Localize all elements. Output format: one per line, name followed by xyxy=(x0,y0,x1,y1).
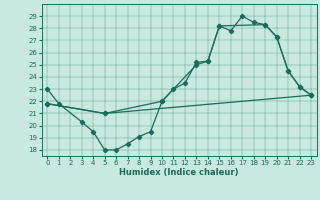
X-axis label: Humidex (Indice chaleur): Humidex (Indice chaleur) xyxy=(119,168,239,177)
